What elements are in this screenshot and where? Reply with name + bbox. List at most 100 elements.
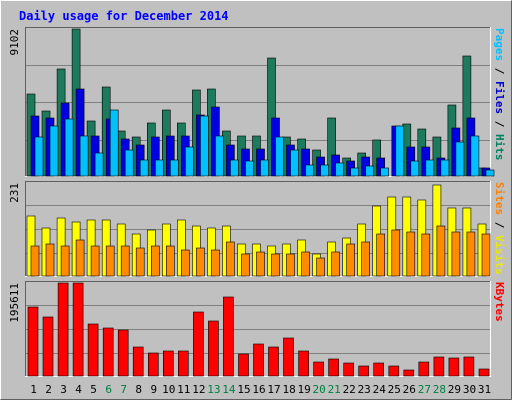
x-tick-label: 28 <box>433 383 446 396</box>
bar-sites <box>421 233 431 277</box>
bar-kbytes <box>163 350 174 377</box>
bar-pages <box>155 159 164 177</box>
x-tick-label: 19 <box>297 383 310 396</box>
axis-legend-part: Visits <box>493 235 506 275</box>
bar-sites <box>196 247 205 277</box>
bar-pages <box>49 125 59 177</box>
bar-pages <box>139 159 149 177</box>
chart-title: Daily usage for December 2014 <box>19 9 229 23</box>
bar-kbytes <box>102 327 114 377</box>
bar-kbytes <box>448 357 460 377</box>
x-tick-label: 5 <box>90 383 97 396</box>
axis-legend-part: / <box>493 61 506 81</box>
bar-sites <box>75 239 85 277</box>
axis-legend-part: Files <box>493 81 506 114</box>
bar-pages <box>455 141 465 177</box>
panel-top: 9102 Pages / Files / Hits <box>8 27 506 177</box>
x-tick-label: 22 <box>343 383 356 396</box>
x-tick-label: 1 <box>30 383 37 396</box>
axis-legend-part: / <box>493 215 506 235</box>
bar-kbytes <box>223 296 234 377</box>
bar-sites <box>271 253 280 277</box>
bar-kbytes <box>42 316 54 377</box>
bar-sites <box>90 245 100 277</box>
axis-legend-part: Pages <box>493 28 506 61</box>
bar-sites <box>241 253 250 277</box>
series-sites <box>30 225 491 277</box>
bar-kbytes <box>418 361 430 377</box>
x-tick-label: 25 <box>388 383 401 396</box>
x-tick-label: 2 <box>45 383 52 396</box>
series-kbytes <box>27 282 490 377</box>
bar-kbytes <box>238 353 249 377</box>
bar-pages <box>109 109 119 177</box>
bar-sites <box>481 233 491 277</box>
bar-kbytes <box>298 350 309 377</box>
bar-pages <box>335 162 344 177</box>
bar-pages <box>64 118 74 177</box>
bar-sites <box>451 231 461 277</box>
bar-sites <box>376 233 386 277</box>
bar-kbytes <box>117 329 129 377</box>
bar-sites <box>301 251 310 277</box>
bar-kbytes <box>403 369 415 377</box>
x-tick-label: 29 <box>448 383 461 396</box>
y-max-label: 195611 <box>8 283 21 323</box>
x-tick-label: 11 <box>177 383 190 396</box>
bar-pages <box>350 167 360 177</box>
x-tick-label: 20 <box>312 383 325 396</box>
bar-kbytes <box>313 361 324 377</box>
x-tick-label: 16 <box>252 383 265 396</box>
bar-sites <box>286 253 295 277</box>
bar-pages <box>410 160 420 177</box>
bar-sites <box>211 249 220 277</box>
bar-kbytes <box>87 323 99 377</box>
x-tick-label: 26 <box>403 383 416 396</box>
x-tick-label: 3 <box>60 383 67 396</box>
bar-kbytes <box>358 365 370 377</box>
bar-sites <box>391 229 401 277</box>
bar-pages <box>365 165 375 177</box>
bar-pages <box>380 167 390 177</box>
axis-legend: KBytes <box>493 282 506 322</box>
bar-pages <box>170 159 179 177</box>
bar-sites <box>45 243 55 277</box>
bar-pages <box>185 146 194 177</box>
bar-pages <box>425 159 435 177</box>
x-tick-label: 12 <box>192 383 205 396</box>
x-tick-label: 6 <box>105 383 112 396</box>
panel-bottom: 195611 KBytes <box>8 281 506 377</box>
bar-sites <box>406 231 416 277</box>
bar-sites <box>30 245 40 277</box>
bar-kbytes <box>57 282 69 377</box>
bar-kbytes <box>148 352 159 377</box>
bar-sites <box>135 247 145 277</box>
bar-pages <box>395 125 405 177</box>
y-max-label: 231 <box>8 183 21 203</box>
x-tick-label: 31 <box>478 383 491 396</box>
bar-sites <box>105 245 115 277</box>
x-tick-label: 8 <box>135 383 142 396</box>
x-tick-label: 17 <box>267 383 280 396</box>
bar-pages <box>290 149 299 177</box>
axis-legend-part: KBytes <box>493 282 506 322</box>
x-tick-label: 9 <box>150 383 157 396</box>
bar-kbytes <box>27 306 39 377</box>
x-tick-label: 18 <box>282 383 295 396</box>
x-tick-label: 13 <box>207 383 220 396</box>
bar-pages <box>485 169 495 177</box>
x-tick-label: 15 <box>237 383 250 396</box>
bar-kbytes <box>343 362 355 377</box>
bar-kbytes <box>388 365 400 377</box>
series-pages <box>34 109 495 177</box>
bar-pages <box>440 159 450 177</box>
bar-kbytes <box>463 356 475 377</box>
x-axis-labels: 1 2 3 4 5 6 7 8 9 10 11 12 13 14 15 16 17 18 19 20 21 22 23 24 2… <box>30 383 491 396</box>
bar-pages <box>79 135 89 177</box>
bar-pages <box>275 136 284 177</box>
bar-pages <box>215 135 224 177</box>
bar-kbytes <box>478 368 490 377</box>
x-tick-label: 30 <box>463 383 476 396</box>
bar-sites <box>166 245 175 277</box>
